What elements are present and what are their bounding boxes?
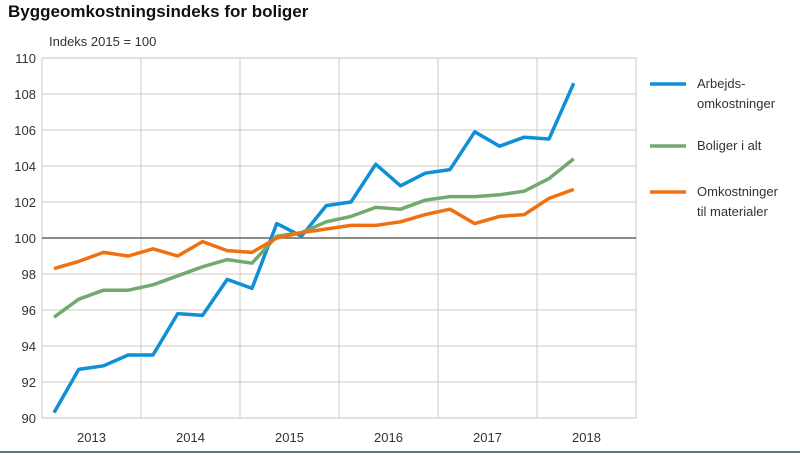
y-tick-label: 102 — [14, 195, 36, 210]
legend-label: Omkostninger — [697, 184, 779, 199]
series-line-2 — [53, 187, 575, 271]
chart-title: Byggeomkostningsindeks for boliger — [8, 2, 309, 21]
x-tick-label: 2017 — [473, 430, 502, 445]
legend-label: omkostninger — [697, 96, 776, 111]
legend-label: Boliger i alt — [697, 138, 762, 153]
y-tick-label: 98 — [22, 267, 36, 282]
y-tick-label: 92 — [22, 375, 36, 390]
y-tick-label: 108 — [14, 87, 36, 102]
y-axis-label: Indeks 2015 = 100 — [49, 34, 157, 49]
y-tick-label: 96 — [22, 303, 36, 318]
x-tick-label: 2018 — [572, 430, 601, 445]
y-tick-label: 100 — [14, 231, 36, 246]
y-tick-label: 106 — [14, 123, 36, 138]
series-line-0 — [52, 82, 576, 414]
series-line-1 — [52, 157, 575, 319]
bottom-divider — [0, 451, 800, 453]
legend-label: til materialer — [697, 204, 768, 219]
x-tick-label: 2015 — [275, 430, 304, 445]
x-tick-label: 2016 — [374, 430, 403, 445]
y-tick-label: 104 — [14, 159, 36, 174]
legend-label: Arbejds- — [697, 76, 745, 91]
x-tick-label: 2013 — [77, 430, 106, 445]
y-tick-label: 110 — [15, 51, 36, 66]
x-tick-label: 2014 — [176, 430, 205, 445]
y-tick-label: 94 — [22, 339, 36, 354]
y-tick-label: 90 — [22, 411, 36, 426]
